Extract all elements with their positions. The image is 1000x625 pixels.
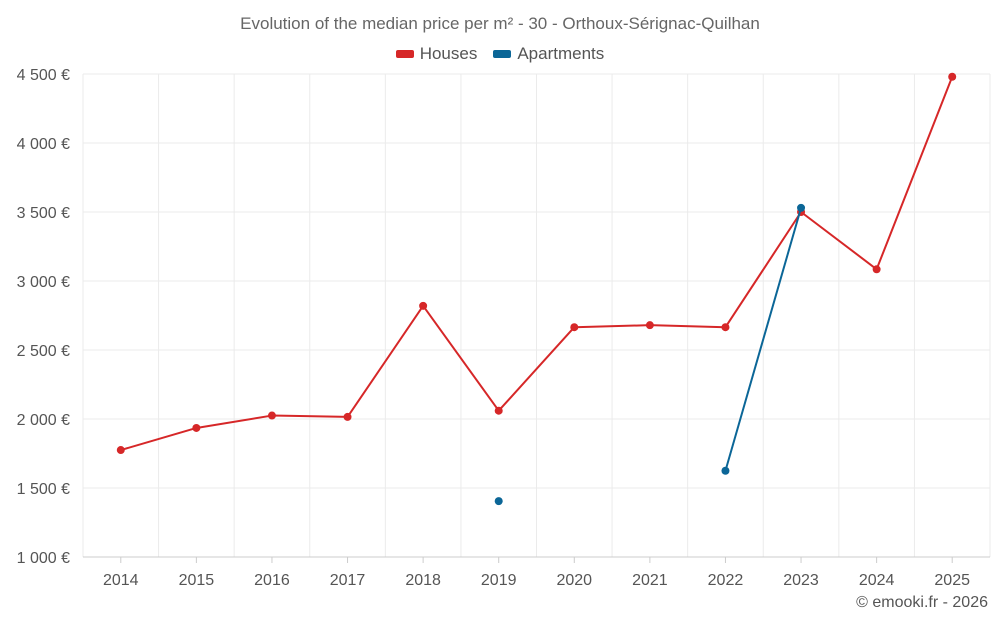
y-tick-label: 4 000 € xyxy=(17,136,70,153)
y-tick-label: 2 500 € xyxy=(17,343,70,360)
data-point-houses xyxy=(948,72,957,81)
data-point-houses xyxy=(872,265,881,274)
x-tick-label: 2022 xyxy=(708,572,744,589)
x-tick-label: 2021 xyxy=(632,572,668,589)
x-tick-label: 2015 xyxy=(179,572,215,589)
data-point-houses xyxy=(721,323,730,332)
x-tick-label: 2018 xyxy=(405,572,441,589)
legend-item-apartments[interactable]: Apartments xyxy=(493,44,604,64)
legend-swatch-houses xyxy=(395,50,414,58)
y-tick-label: 3 000 € xyxy=(17,274,70,291)
data-point-houses xyxy=(343,412,352,421)
legend-label-houses: Houses xyxy=(419,44,478,63)
x-axis: 2014 2015 2016 2017 2018 2019 2020 2021 2022 2023… xyxy=(83,556,990,589)
y-tick-label: 1 500 € xyxy=(17,481,70,498)
x-tick-label: 2025 xyxy=(934,572,970,589)
x-tick-label: 2014 xyxy=(103,572,139,589)
legend-label-apartments: Apartments xyxy=(517,44,605,63)
y-tick-label: 4 500 € xyxy=(17,67,70,84)
series-layer xyxy=(116,72,957,506)
x-tick-label: 2023 xyxy=(783,572,819,589)
y-axis: 1 000 € 1 500 € 2 000 € 2 500 € 3 000 € 3 500… xyxy=(17,67,70,567)
data-point-houses xyxy=(267,411,276,420)
y-tick-label: 2 000 € xyxy=(17,412,70,429)
data-point-houses xyxy=(419,301,428,310)
x-tick-label: 2020 xyxy=(556,572,592,589)
data-point-houses xyxy=(116,446,125,455)
data-point-houses xyxy=(192,423,201,432)
legend: Houses Apartments xyxy=(0,44,1000,64)
data-point-apartments xyxy=(721,466,730,475)
x-tick-label: 2017 xyxy=(330,572,366,589)
x-tick-label: 2024 xyxy=(859,572,895,589)
series-apartments xyxy=(494,203,806,506)
data-point-houses xyxy=(494,406,503,415)
series-line-houses xyxy=(120,76,954,452)
legend-swatch-apartments xyxy=(493,50,512,58)
x-tick-label: 2019 xyxy=(481,572,517,589)
y-tick-label: 1 000 € xyxy=(17,550,70,567)
data-point-houses xyxy=(570,323,579,332)
x-tick-label: 2016 xyxy=(254,572,290,589)
series-line-apartments xyxy=(724,207,803,472)
data-point-apartments xyxy=(494,497,503,506)
y-tick-label: 3 500 € xyxy=(17,205,70,222)
credit-text: © emooki.fr - 2026 xyxy=(856,594,988,611)
data-point-apartments xyxy=(797,203,806,212)
legend-item-houses[interactable]: Houses xyxy=(395,44,478,64)
data-point-houses xyxy=(645,321,654,330)
grid xyxy=(82,73,991,558)
chart-title: Evolution of the median price per m² - 3… xyxy=(240,14,760,33)
